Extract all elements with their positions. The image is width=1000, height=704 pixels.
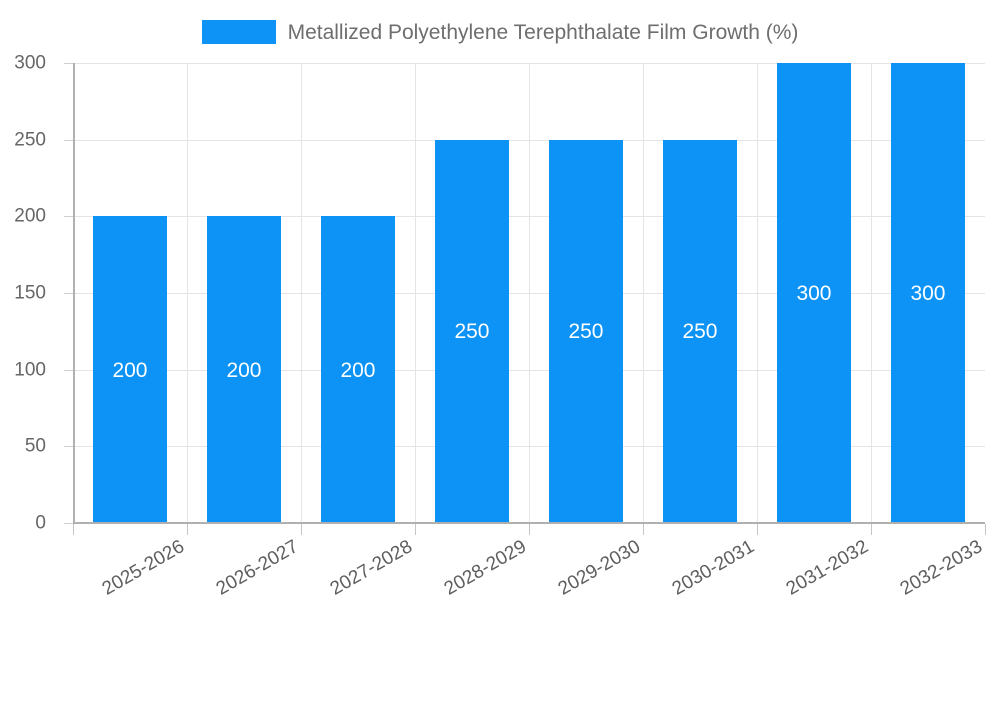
y-axis-tick-label: 50 xyxy=(24,435,46,457)
gridline-vertical xyxy=(415,63,416,523)
bar[interactable]: 200 xyxy=(320,216,396,523)
legend-item-label: Metallized Polyethylene Terephthalate Fi… xyxy=(287,20,799,44)
vertical-gridlines xyxy=(73,63,985,523)
x-axis-tick-mark xyxy=(301,524,302,535)
legend-color-swatch xyxy=(201,20,276,44)
x-axis-tick-mark xyxy=(529,524,530,535)
y-axis-tick-label: 150 xyxy=(14,282,46,304)
bar[interactable]: 300 xyxy=(776,63,852,523)
x-axis-line xyxy=(73,522,985,524)
x-axis-tick-mark xyxy=(415,524,416,535)
bar-value-label: 250 xyxy=(568,320,604,344)
y-axis-tick-label: 0 xyxy=(35,512,46,534)
bar-value-label: 300 xyxy=(910,282,946,305)
bars-layer: 200 200 200 250 250 250 300 300 xyxy=(73,63,985,523)
bar-chart: Metallized Polyethylene Terephthalate Fi… xyxy=(0,0,1000,600)
gridline-vertical xyxy=(187,63,188,523)
y-axis-tick-mark xyxy=(64,523,73,524)
x-axis-tick-mark xyxy=(871,524,872,535)
y-axis-tick-label: 100 xyxy=(14,359,46,381)
bar[interactable]: 250 xyxy=(434,139,510,523)
bar[interactable]: 300 xyxy=(890,63,966,523)
x-axis-tick-mark xyxy=(757,524,758,535)
bar-value-label: 200 xyxy=(340,358,376,382)
bar-value-label: 250 xyxy=(682,320,718,344)
y-axis-line xyxy=(73,63,75,524)
y-axis-tick-mark xyxy=(64,63,73,64)
x-axis-labels: 2025-2026 2026-2027 2027-2028 2028-2029 2029… xyxy=(73,524,986,600)
y-axis-labels: 0 50 100 150 200 250 300 xyxy=(0,0,62,600)
bar[interactable]: 250 xyxy=(662,139,738,523)
gridline-vertical xyxy=(529,63,530,523)
y-axis-tick-mark xyxy=(64,216,73,218)
chart-legend: Metallized Polyethylene Terephthalate Fi… xyxy=(0,14,1000,50)
y-axis-tick-mark xyxy=(64,139,73,141)
y-axis-tick-label: 300 xyxy=(14,52,46,74)
x-axis-tick-mark xyxy=(187,524,188,535)
bar[interactable]: 200 xyxy=(206,216,282,523)
bar-value-label: 250 xyxy=(454,320,490,344)
gridline-vertical xyxy=(871,63,872,523)
gridline-vertical xyxy=(643,63,644,523)
gridline-vertical xyxy=(301,63,302,523)
x-axis-tick-mark xyxy=(643,524,644,535)
y-axis-tick-label: 250 xyxy=(14,129,46,151)
x-axis-tick-mark xyxy=(73,524,74,535)
x-axis-tick-mark xyxy=(985,524,986,535)
legend-item[interactable]: Metallized Polyethylene Terephthalate Fi… xyxy=(201,20,799,44)
y-axis-tick-mark xyxy=(64,293,73,294)
bar[interactable]: 250 xyxy=(548,139,624,523)
gridline-vertical xyxy=(757,63,758,523)
y-axis-tick-label: 200 xyxy=(14,205,46,227)
bar-value-label: 300 xyxy=(796,282,832,305)
bar-value-label: 200 xyxy=(112,358,148,382)
y-axis-tick-mark xyxy=(64,446,73,448)
plot-area: 200 200 200 250 250 250 300 300 xyxy=(73,63,985,524)
bar[interactable]: 200 xyxy=(92,216,168,523)
y-axis-tick-mark xyxy=(64,369,73,371)
bar-value-label: 200 xyxy=(226,358,262,382)
